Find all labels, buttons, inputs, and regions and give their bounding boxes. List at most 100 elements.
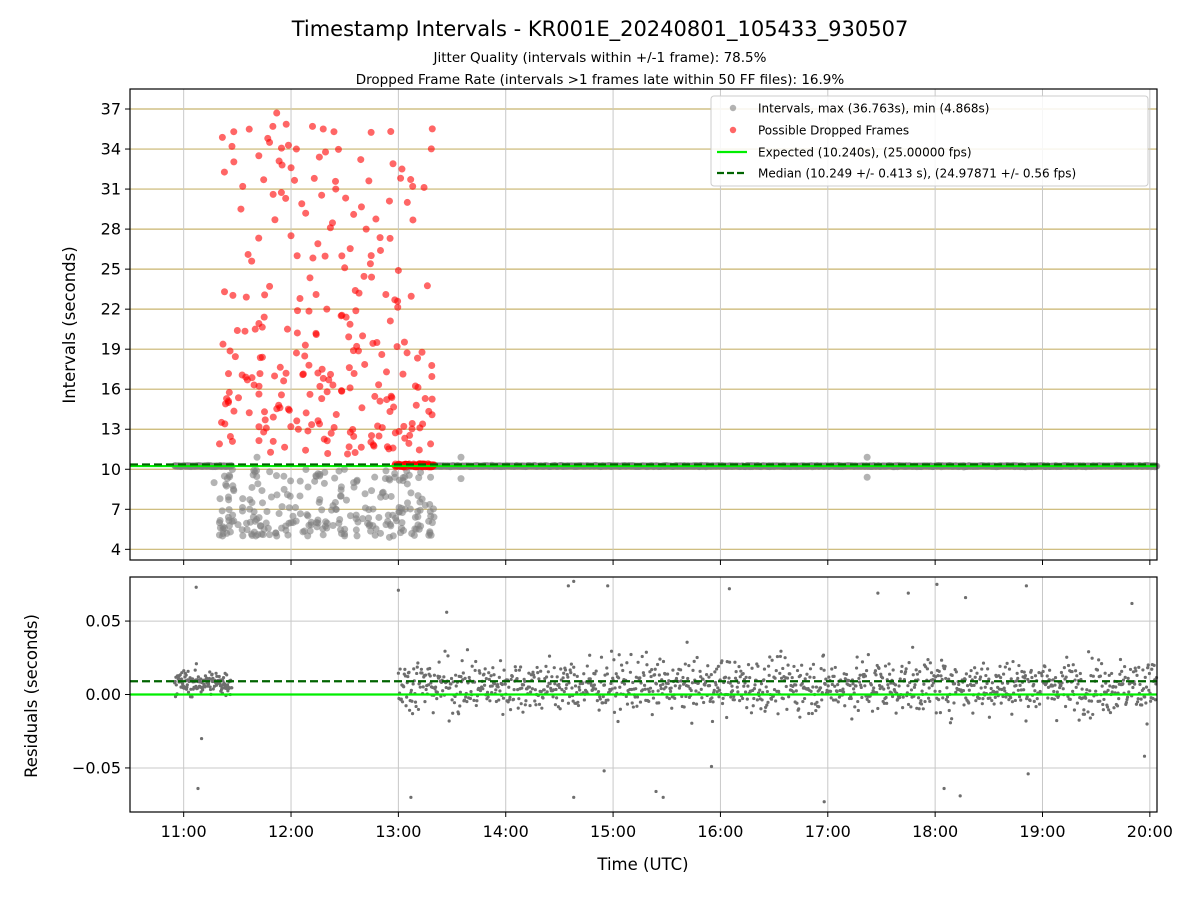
residual-point (817, 705, 821, 709)
residual-point (602, 683, 607, 687)
residual-point (974, 699, 978, 703)
dropped-frame-point (221, 420, 229, 428)
x-tick-label: 14:00 (483, 822, 529, 841)
interval-point (248, 531, 256, 539)
residual-point (863, 684, 867, 688)
interval-point (382, 467, 390, 475)
interval-point (253, 453, 261, 461)
residual-point (419, 667, 424, 671)
interval-point (291, 504, 299, 512)
dropped-frame-point (291, 176, 299, 184)
residual-point (484, 677, 488, 681)
dropped-frame-point (345, 333, 353, 341)
residual-point (669, 686, 673, 690)
interval-point (384, 511, 392, 519)
residual-point (701, 677, 705, 681)
residual-point (650, 668, 654, 672)
residual-point (936, 674, 940, 678)
residual-point (1003, 665, 1007, 669)
residual-point (635, 695, 640, 699)
residual-point (1091, 712, 1095, 717)
residual-point (421, 685, 425, 689)
residual-point (416, 661, 420, 665)
residual-point (758, 688, 762, 692)
residual-point (1027, 680, 1031, 684)
interval-point (365, 514, 373, 522)
residual-point (679, 668, 683, 672)
dropped-frame-point (411, 382, 419, 390)
residual-point (790, 675, 794, 680)
residual-point (1053, 683, 1057, 687)
residual-point (695, 655, 699, 660)
residual-point (795, 668, 800, 673)
residual-point (443, 649, 447, 653)
interval-point (210, 479, 218, 487)
interval-point (371, 531, 379, 539)
residual-point (849, 696, 853, 701)
residual-point (830, 667, 834, 671)
residual-point (423, 673, 428, 677)
residual-point (802, 696, 807, 701)
residual-point (822, 668, 826, 672)
residual-point (944, 676, 948, 681)
dropped-frame-point (228, 437, 236, 445)
residual-point (544, 675, 549, 679)
residual-point (595, 698, 599, 703)
residual-point (410, 699, 414, 703)
interval-point (248, 483, 256, 491)
residual-point (220, 685, 224, 690)
residual-point (836, 682, 840, 687)
residual-point (704, 673, 709, 677)
residual-point (617, 676, 621, 680)
dropped-frame-point (283, 325, 291, 333)
x-tick-label: 18:00 (912, 822, 958, 841)
residual-point (954, 670, 958, 674)
residual-point (1004, 695, 1008, 699)
residual-point (1059, 670, 1064, 675)
residual-point (1081, 696, 1085, 700)
interval-point (306, 527, 314, 535)
residual-point (1118, 672, 1122, 676)
residual-point (937, 669, 941, 673)
residual-point (934, 711, 938, 715)
interval-point (273, 491, 281, 499)
residual-point (513, 665, 517, 669)
residual-point (467, 675, 471, 680)
residual-point (435, 696, 439, 701)
interval-point (361, 504, 369, 512)
residual-point (819, 667, 823, 671)
residual-point (858, 673, 862, 677)
residual-point (404, 704, 408, 708)
residual-point (508, 708, 513, 712)
dropped-frame-point (239, 182, 247, 190)
residual-point (572, 795, 576, 799)
dropped-frame-point (277, 391, 285, 399)
interval-point (350, 479, 358, 487)
residual-point (993, 690, 997, 694)
residual-point (738, 699, 742, 703)
dropped-frame-point (304, 427, 312, 435)
interval-point (250, 508, 258, 516)
interval-point (457, 475, 465, 483)
residual-point (833, 665, 837, 670)
dropped-frame-point (386, 317, 394, 325)
residual-point (899, 670, 904, 674)
residual-point (1141, 687, 1146, 691)
interval-point (258, 487, 266, 495)
interval-point (403, 480, 411, 488)
dropped-frame-point (271, 372, 279, 380)
residual-point (800, 681, 804, 686)
residual-point (488, 699, 492, 703)
residual-point (691, 701, 696, 705)
residual-point (856, 699, 860, 704)
intervals-y-tick-label: 25 (101, 260, 121, 279)
residual-point (612, 658, 616, 662)
residual-point (575, 674, 579, 678)
residual-point (698, 669, 702, 673)
residual-point (1131, 685, 1135, 690)
residual-point (939, 658, 944, 662)
residual-point (482, 672, 486, 676)
residual-point (907, 661, 911, 665)
residual-point (1041, 669, 1045, 674)
residual-point (651, 689, 655, 693)
